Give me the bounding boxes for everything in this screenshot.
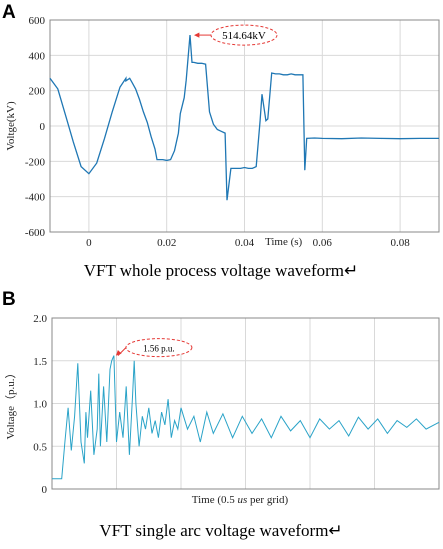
panel-b-caption: VFT single arc voltage waveform↵ — [99, 521, 342, 540]
y-tick-label: 0 — [42, 484, 48, 496]
x-tick-label: 0.08 — [390, 237, 410, 249]
y-tick-label: 600 — [29, 15, 46, 27]
panel-a-annotation-arrowhead — [193, 32, 200, 38]
panel-b-series-line — [52, 355, 440, 480]
panel-b-x-label-part3: per grid) — [247, 494, 288, 506]
panel-b-annotation-label: 1.56 p.u. — [143, 344, 175, 354]
y-tick-label: 1.5 — [33, 356, 47, 368]
panel-a-annotation-label: 514.64kV — [222, 30, 266, 42]
panel-a-letter: A — [2, 2, 16, 23]
panel-b-peak-annotation: 1.56 p.u. — [115, 338, 193, 358]
panel-a-caption: VFT whole process voltage waveform↵ — [84, 261, 359, 280]
x-tick-label: 0.06 — [313, 237, 333, 249]
panel-b-x-axis-label: Time (0.5 us per grid) — [192, 494, 289, 506]
panel-b-frame — [51, 317, 440, 490]
panel-b-y-axis-label: Voltage（p.u.） — [4, 368, 17, 440]
y-tick-label: 200 — [29, 86, 46, 98]
x-tick-label: 0.02 — [157, 237, 176, 249]
panel-a-y-ticks: 600 400 200 0 -200 -400 -600 — [25, 15, 46, 239]
panel-b-y-ticks: 2.0 1.5 1.0 0.5 0 — [33, 313, 47, 496]
y-tick-label: 0.5 — [33, 441, 47, 453]
panel-a-x-axis-label: Time (s) — [265, 236, 303, 248]
panel-b-grid — [52, 317, 439, 490]
panel-a-frame — [49, 19, 440, 233]
panel-b: B 2.0 1.5 1.0 0.5 0 1.56 p.u. Time (0.5 us p… — [2, 289, 440, 540]
panel-b-x-label-part1: Time (0.5 — [192, 494, 238, 506]
panel-a-y-axis-label: Voltge(kV) — [5, 101, 17, 151]
y-tick-label: -600 — [25, 227, 46, 239]
x-tick-label: 0 — [86, 237, 92, 249]
y-tick-label: 1.0 — [33, 399, 47, 411]
panel-b-letter: B — [2, 289, 16, 310]
y-tick-label: 400 — [29, 50, 46, 62]
y-tick-label: -400 — [25, 192, 46, 204]
y-tick-label: 2.0 — [33, 313, 47, 325]
panel-a-x-ticks: 0 0.02 0.04 0.06 0.08 — [86, 237, 410, 249]
panel-b-x-label-unit: us — [238, 494, 248, 506]
panel-a-peak-annotation: 514.64kV — [193, 24, 278, 46]
y-tick-label: -200 — [25, 156, 46, 168]
panel-a: A 600 400 200 0 -200 -400 -600 0 0.02 0.04 0.06 0.… — [2, 2, 440, 280]
panel-a-series-line — [49, 35, 439, 201]
x-tick-label: 0.04 — [235, 237, 255, 249]
y-tick-label: 0 — [40, 121, 46, 133]
panel-b-annotation-arrowhead — [115, 349, 122, 356]
